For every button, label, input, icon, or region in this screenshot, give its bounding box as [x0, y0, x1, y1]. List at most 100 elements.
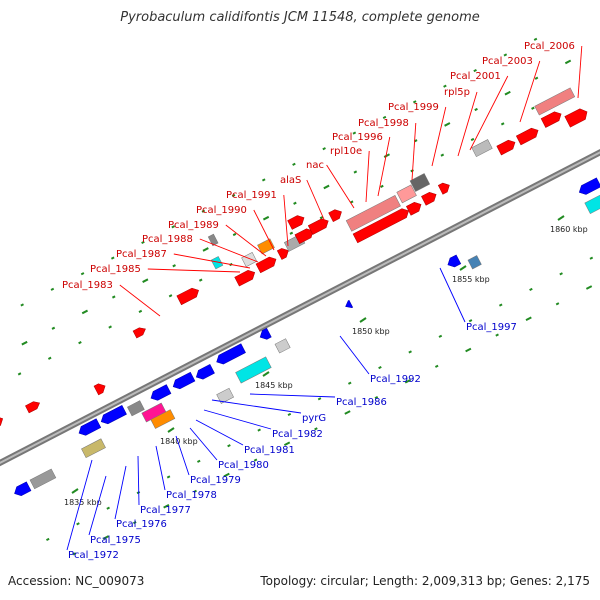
reverse-gene-label: Pcal_1981 [244, 445, 295, 456]
gc-dot [257, 428, 261, 432]
gc-dot [559, 272, 563, 276]
gc-dot [231, 194, 236, 198]
gc-dot [132, 520, 137, 525]
gc-dot [533, 37, 538, 41]
reverse-leader [137, 455, 140, 506]
gc-dot [555, 302, 560, 306]
accession-text: Accession: NC_009073 [8, 574, 145, 588]
gene-arrow [564, 108, 588, 128]
gene-arrow [328, 209, 342, 223]
forward-leader [577, 45, 583, 99]
gc-dot [283, 441, 291, 447]
forward-gene-label: Pcal_1991 [226, 190, 277, 201]
forward-leader [411, 122, 417, 181]
feature-block [584, 190, 600, 215]
gc-dot [344, 410, 351, 415]
reverse-leader [114, 465, 127, 520]
gc-dot [163, 503, 170, 509]
gc-dot [470, 137, 475, 142]
reverse-gene-label: Pcal_1976 [116, 519, 167, 530]
gene-arrow [276, 248, 289, 260]
scale-tick-label: 1850 kbp [352, 327, 390, 336]
reverse-leader [88, 475, 107, 536]
gc-dot [142, 278, 149, 283]
scale-tick-mark [262, 371, 270, 377]
genome-backbone [0, 148, 600, 467]
forward-gene [307, 218, 329, 235]
label-leaders [66, 45, 583, 551]
gc-dots-layer [17, 37, 594, 556]
reverse-gene-label: Pcal_1972 [68, 550, 119, 561]
reverse-gene-label: Pcal_1975 [90, 535, 141, 546]
gc-dot [47, 356, 52, 360]
topology-text: Topology: circular; Length: 2,009,313 bp… [260, 574, 590, 588]
gc-dot [223, 472, 230, 478]
reverse-gene-label: Pcal_1977 [140, 505, 191, 516]
gc-dot [347, 381, 352, 385]
feature-block [409, 173, 431, 192]
gc-dot [171, 225, 175, 229]
forward-gene-label: Pcal_1998 [358, 118, 409, 129]
gc-dot [261, 178, 266, 182]
feature-box [29, 468, 57, 490]
gene-arrow [100, 405, 127, 425]
reverse-gene-label: pyrG [302, 413, 326, 424]
forward-gene [421, 191, 437, 206]
forward-leader [199, 238, 259, 263]
gene-arrow [421, 191, 437, 206]
gc-dot [585, 285, 593, 290]
reverse-gene [100, 405, 127, 425]
reverse-gene [195, 363, 215, 380]
reverse-gene [259, 327, 272, 340]
scale-tick-mark [557, 215, 565, 221]
gene-features [0, 87, 600, 497]
gc-dot [110, 256, 115, 260]
forward-leader [469, 75, 509, 151]
gc-dot [353, 170, 358, 174]
gc-dot [352, 131, 357, 135]
feature-box [274, 338, 291, 354]
gc-dot [412, 100, 417, 104]
forward-leader [365, 150, 370, 203]
feature-block [207, 233, 219, 247]
scale-ticks: 1835 kbp 1840 kbp 1845 kbp 1850 kbp 1855 kbp… [64, 215, 588, 507]
feature-box [150, 409, 176, 429]
gc-dot [317, 397, 322, 401]
gc-dot [525, 316, 532, 322]
gc-dot [382, 115, 387, 120]
gc-dot [102, 535, 110, 540]
forward-gene-label: Pcal_1985 [90, 264, 141, 275]
gene-arrow [25, 401, 40, 414]
gc-dot [111, 295, 116, 299]
gene-arrow [352, 208, 409, 244]
scale-tick-label: 1840 kbp [160, 437, 198, 446]
gc-dot [108, 325, 112, 329]
reverse-gene [78, 418, 102, 436]
reverse-leader [189, 427, 218, 461]
forward-gene [496, 139, 516, 156]
feature-block [235, 356, 272, 384]
scale-tick-mark [167, 427, 175, 433]
feature-box [216, 387, 235, 404]
gc-dot [78, 341, 82, 345]
forward-gene-label: Pcal_1987 [116, 249, 167, 260]
gc-dot [434, 364, 439, 368]
gc-dot [287, 412, 292, 417]
map-title: Pyrobaculum calidifontis JCM 11548, comp… [120, 10, 480, 25]
forward-leader [253, 209, 275, 251]
feature-box [235, 356, 272, 384]
forward-leader [431, 106, 447, 167]
gc-dot [201, 209, 206, 213]
feature-block [150, 409, 176, 429]
gene-arrow [447, 254, 462, 268]
gc-dot [443, 84, 447, 88]
forward-leader [119, 284, 161, 317]
forward-gene-label: Pcal_1990 [196, 205, 247, 216]
forward-leader [377, 136, 391, 197]
forward-gene [328, 209, 342, 223]
gc-dot [314, 427, 318, 431]
gc-dot [196, 459, 201, 463]
forward-gene [132, 327, 146, 339]
reverse-gene-label: Pcal_1997 [466, 322, 517, 333]
backbone-highlight [0, 151, 600, 464]
